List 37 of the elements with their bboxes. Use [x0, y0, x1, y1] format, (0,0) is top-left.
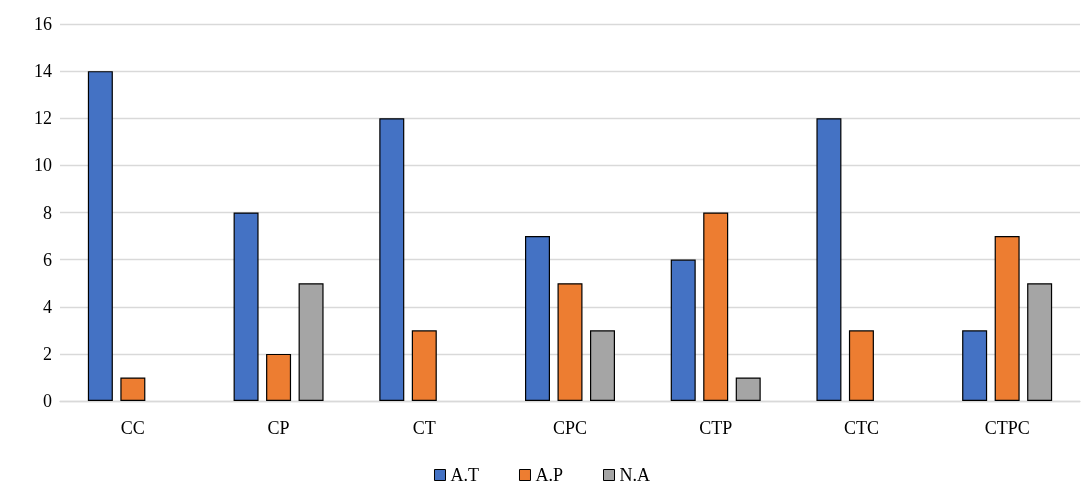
- y-tick-label: 4: [43, 296, 52, 317]
- bar: [703, 212, 729, 401]
- bar: [87, 71, 113, 401]
- bar: [994, 236, 1020, 401]
- bar: [298, 283, 324, 401]
- bar: [557, 283, 583, 401]
- legend-label: A.T: [450, 465, 479, 485]
- x-tick-label: CTP: [699, 418, 733, 438]
- bar: [1027, 283, 1053, 401]
- legend-label: N.A: [619, 465, 650, 485]
- bar: [848, 330, 874, 401]
- bar: [120, 377, 146, 401]
- bar: [411, 330, 437, 401]
- x-tick-label: CP: [267, 418, 290, 438]
- y-tick-label: 14: [34, 61, 52, 82]
- y-tick-label: 2: [43, 343, 52, 364]
- bar: [962, 330, 988, 401]
- bar: [525, 236, 550, 401]
- y-tick-label: 0: [43, 391, 52, 411]
- x-tick-label: CPC: [552, 418, 588, 438]
- y-tick-label: 8: [43, 202, 52, 223]
- y-tick-label: 10: [34, 155, 52, 176]
- bar: [266, 353, 292, 401]
- bar: [379, 118, 405, 401]
- bar: [670, 259, 696, 401]
- bar: [735, 377, 761, 401]
- x-tick-label: CTC: [843, 418, 879, 438]
- y-tick-label: 12: [34, 108, 52, 129]
- bar: [590, 330, 615, 401]
- x-tick-label: CT: [412, 418, 436, 438]
- x-tick-label: CTPC: [984, 418, 1030, 438]
- y-tick-label: 16: [34, 14, 52, 34]
- legend-label: A.P: [535, 465, 564, 485]
- x-tick-label: CC: [120, 418, 145, 438]
- bar: [816, 118, 842, 401]
- bar: [233, 212, 259, 401]
- y-tick-label: 6: [43, 249, 52, 270]
